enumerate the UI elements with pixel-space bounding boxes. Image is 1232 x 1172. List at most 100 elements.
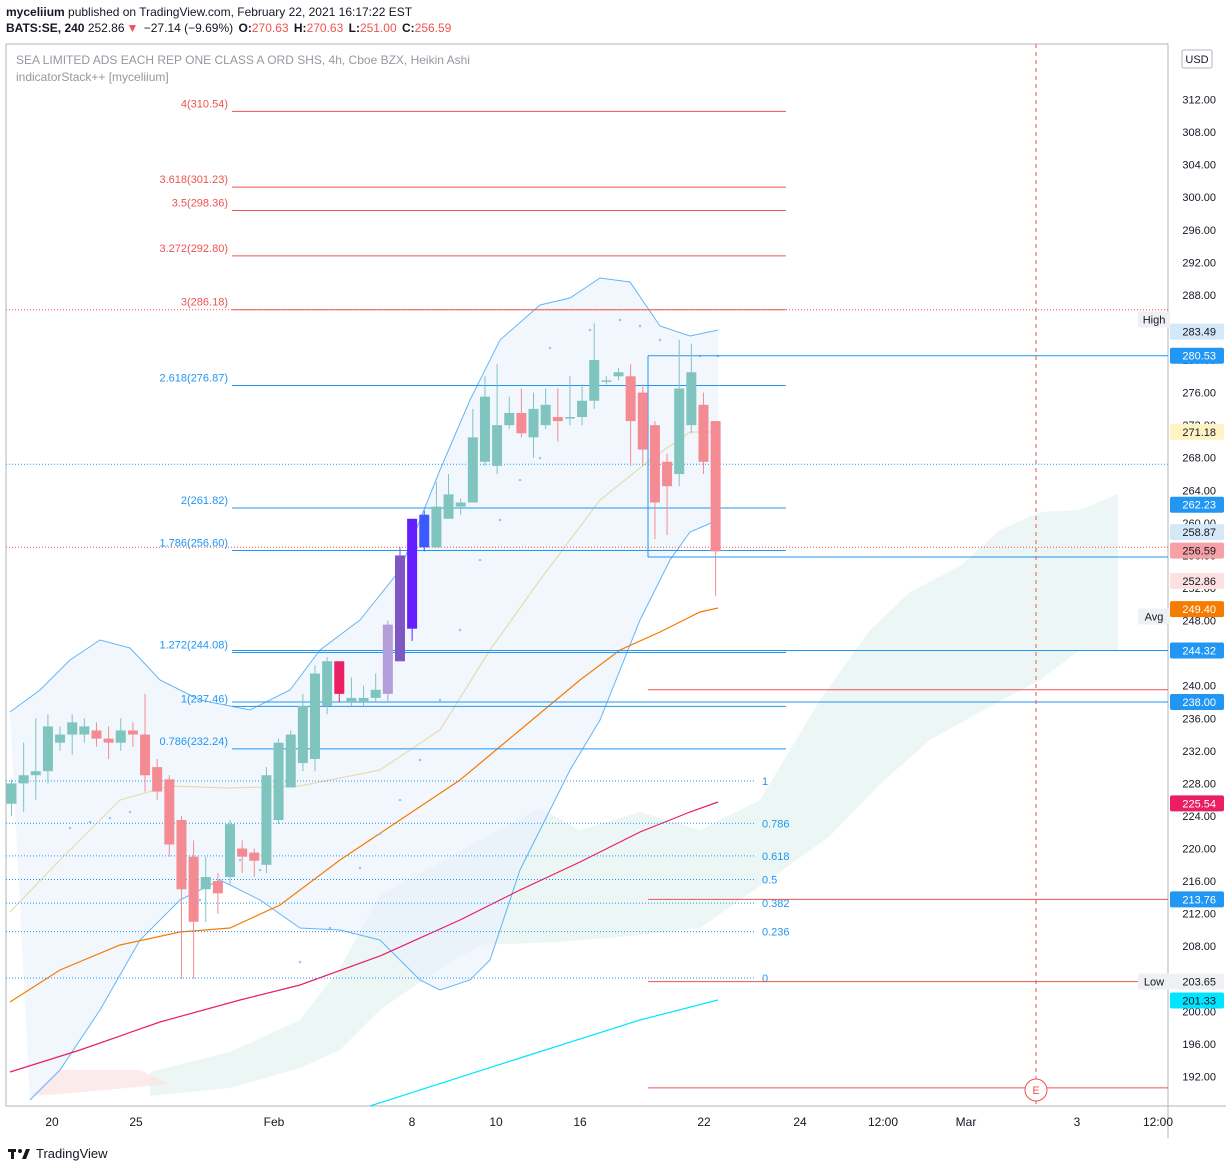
fib-extension-label: 2(261.82) xyxy=(181,495,228,507)
price-label-box xyxy=(1170,572,1224,589)
price-tick-label: 288.00 xyxy=(1182,290,1216,302)
price-label-box xyxy=(1170,542,1224,559)
series-title: SEA LIMITED ADS EACH REP ONE CLASS A ORD… xyxy=(16,53,470,67)
chart-legend: SEA LIMITED ADS EACH REP ONE CLASS A ORD… xyxy=(16,52,470,86)
tag-label: Low xyxy=(1144,977,1164,989)
candle-body xyxy=(625,376,636,422)
price-tick-label: 212.00 xyxy=(1182,909,1216,921)
fib-extension-label: 4(310.54) xyxy=(181,98,228,110)
fib-extension-label: 3.618(301.23) xyxy=(160,174,229,186)
price-label: 283.49 xyxy=(1182,327,1216,339)
price-tick-label: 304.00 xyxy=(1182,160,1216,172)
earnings-marker xyxy=(1024,1078,1048,1102)
price-label-box xyxy=(1170,323,1224,340)
price-label-box xyxy=(1170,891,1224,908)
price-label-box xyxy=(1170,423,1224,440)
candle-body xyxy=(152,767,163,792)
open-value: 270.63 xyxy=(251,21,289,35)
price-tick-label: 192.00 xyxy=(1182,1072,1216,1084)
currency-label: USD xyxy=(1185,54,1208,66)
candle-body xyxy=(55,734,66,743)
price-label: 225.54 xyxy=(1182,798,1216,810)
sar-dot xyxy=(588,328,592,332)
time-tick-label: 12:00 xyxy=(868,1115,898,1129)
ichimoku-cloud-bearish xyxy=(30,1070,170,1096)
candle-body xyxy=(431,506,442,548)
price-label: 238.00 xyxy=(1182,697,1216,709)
price-label: 244.32 xyxy=(1182,646,1216,658)
price-tick-label: 216.00 xyxy=(1182,876,1216,888)
price-tick-label: 276.00 xyxy=(1182,388,1216,400)
price-label: 252.86 xyxy=(1182,576,1216,588)
time-tick-label: 16 xyxy=(573,1115,587,1129)
sar-dot xyxy=(258,868,262,872)
sar-dot xyxy=(638,324,642,328)
candle-body xyxy=(212,881,223,894)
tag-box xyxy=(1138,608,1170,625)
candle-body xyxy=(237,848,248,857)
candle-body xyxy=(686,372,697,426)
price-tick-label: 232.00 xyxy=(1182,746,1216,758)
price-tick-label: 200.00 xyxy=(1182,1006,1216,1018)
candle-body xyxy=(200,877,211,890)
tag-box xyxy=(1138,311,1170,328)
fib-retracement-label: 0.236 xyxy=(762,927,790,939)
sar-dot xyxy=(538,456,542,460)
candle-body xyxy=(637,392,648,450)
sar-dot xyxy=(618,318,622,322)
time-tick-label: 25 xyxy=(129,1115,143,1129)
bollinger-lower xyxy=(29,519,719,1101)
candle-body xyxy=(564,417,575,419)
candle-body xyxy=(273,742,284,821)
sar-dot xyxy=(518,478,522,482)
sar-dot xyxy=(398,798,402,802)
fib-extension-label: 1(237.46) xyxy=(181,693,228,705)
price-tick-label: 240.00 xyxy=(1182,681,1216,693)
candle-body xyxy=(42,726,53,772)
sar-dot xyxy=(108,816,112,820)
candle-body xyxy=(103,738,114,743)
sar-dot xyxy=(88,820,92,824)
fib-retracement-label: 0.382 xyxy=(762,898,790,910)
sar-dot xyxy=(328,926,332,930)
high-label: H: xyxy=(293,21,307,35)
price-label-box xyxy=(1170,642,1224,659)
price-tick-label: 264.00 xyxy=(1182,485,1216,497)
price-tick-label: 220.00 xyxy=(1182,844,1216,856)
candle-body xyxy=(698,404,709,462)
time-tick-label: 22 xyxy=(697,1115,711,1129)
fib-extension-label: 1.786(256.60) xyxy=(160,538,229,550)
fib-extension-label: 2.618(276.87) xyxy=(160,373,229,385)
low-value: 251.00 xyxy=(359,21,397,35)
price-label: 201.33 xyxy=(1182,996,1216,1008)
price-label-box xyxy=(1170,347,1224,364)
fib-retracement-label: 0 xyxy=(762,973,768,985)
candle-body xyxy=(6,783,17,804)
fib-extension-label: 0.786(232.24) xyxy=(160,736,229,748)
price-tick-label: 236.00 xyxy=(1182,713,1216,725)
chart-header: myceliium published on TradingView.com, … xyxy=(6,4,453,36)
fib-retracement-label: 1 xyxy=(762,776,768,788)
fib-retracement-label: 0.618 xyxy=(762,851,790,863)
tradingview-logo[interactable]: TradingView xyxy=(8,1146,108,1161)
fib-retracement-label: 0.786 xyxy=(762,818,790,830)
candle-body xyxy=(649,425,660,503)
time-tick-label: 20 xyxy=(45,1115,59,1129)
candle-body xyxy=(261,775,272,865)
candle-body xyxy=(407,518,418,629)
candle-body xyxy=(382,624,393,694)
price-label: 258.87 xyxy=(1182,527,1216,539)
moving-average-pink xyxy=(9,801,719,1073)
price-label-box xyxy=(1170,992,1224,1009)
candle-body xyxy=(504,412,515,426)
candle-body xyxy=(589,360,600,401)
bollinger-basis xyxy=(9,431,718,913)
candle-body xyxy=(528,408,539,438)
fib-extension-label: 3.272(292.80) xyxy=(160,243,229,255)
time-tick-label: Mar xyxy=(956,1115,977,1129)
candle-body xyxy=(370,689,381,698)
candle-body xyxy=(176,820,187,890)
sar-dot xyxy=(238,858,242,862)
candle-body xyxy=(322,661,333,707)
